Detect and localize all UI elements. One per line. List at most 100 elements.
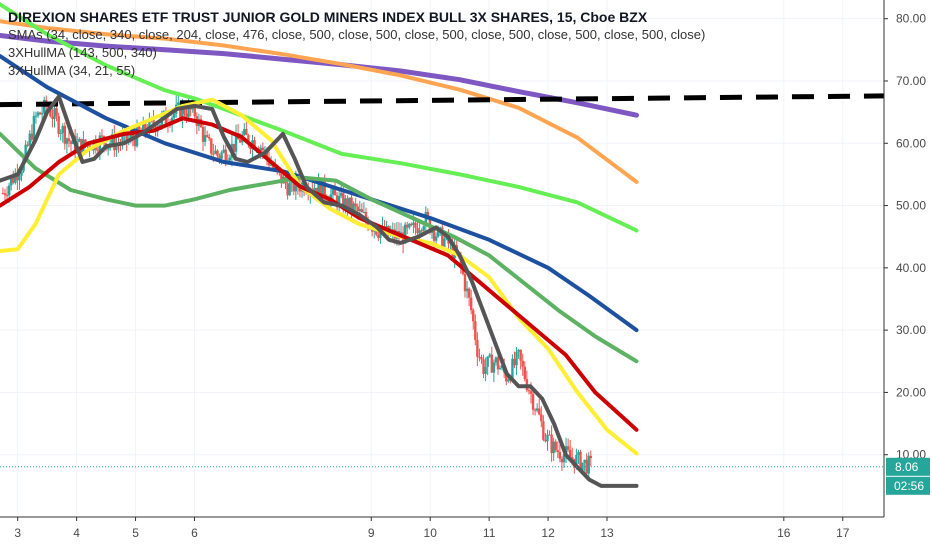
candle-body-40 — [84, 139, 87, 146]
candle-body-248 — [513, 358, 516, 366]
candle-body-205 — [424, 211, 427, 227]
candle-body-27 — [57, 115, 60, 134]
candle-body-126 — [261, 147, 265, 151]
candle-body-204 — [422, 226, 425, 231]
candle-body-212 — [439, 227, 442, 229]
candle-body-274 — [566, 446, 570, 450]
candle-body-98 — [203, 135, 207, 142]
candle-body-265 — [548, 434, 551, 436]
candle-body-0 — [1, 193, 5, 195]
candle-body-224 — [463, 273, 467, 292]
candle-body-169 — [350, 197, 353, 212]
candle-body-118 — [245, 129, 248, 136]
candle-body-175 — [362, 212, 366, 214]
candle-body-2 — [5, 195, 9, 197]
candle-body-279 — [577, 452, 580, 455]
candle-body-235 — [486, 356, 489, 367]
candle-body-9 — [20, 171, 23, 176]
candle-body-6 — [14, 173, 17, 183]
x-axis-ticks: 3 4 5 6 9 10 11 12 13 16 17 — [14, 517, 850, 540]
candle-body-161 — [333, 188, 337, 196]
candle-body-202 — [418, 230, 421, 234]
candle-body-258 — [533, 409, 537, 411]
candle-body-5 — [12, 177, 15, 183]
candle-body-250 — [517, 349, 520, 352]
candle-body-268 — [554, 441, 557, 451]
legend-row-smas: SMAs (34, close, 340, close, 204, close,… — [8, 27, 706, 42]
candle-body-164 — [340, 192, 343, 196]
x-tick-label-3: 6 — [191, 526, 198, 540]
candle-body-231 — [478, 356, 481, 358]
candle-body-31 — [65, 138, 69, 144]
candle-body-152 — [315, 187, 318, 194]
candle-body-7 — [16, 173, 19, 181]
indicator-lines — [0, 2, 885, 488]
candle-body-261 — [540, 414, 543, 422]
candle-body-247 — [511, 358, 514, 381]
candle-body-107 — [222, 149, 225, 153]
candle-body-272 — [562, 454, 566, 463]
candle-body-93 — [193, 102, 196, 117]
candle-body-162 — [335, 195, 339, 208]
candle-body-46 — [96, 149, 100, 151]
x-tick-label-10: 17 — [836, 526, 850, 540]
candle-body-4 — [9, 177, 13, 186]
candle-body-249 — [515, 351, 518, 366]
candle-body-234 — [484, 366, 487, 374]
candle-body-16 — [34, 115, 38, 117]
candle-body-197 — [408, 223, 411, 228]
candle-body-60 — [125, 131, 128, 142]
candle-body-87 — [181, 104, 184, 119]
candle-body-237 — [490, 354, 493, 373]
candle-body-256 — [529, 391, 533, 394]
candle-body-117 — [243, 129, 246, 135]
candle-body-160 — [331, 188, 335, 195]
x-tick-label-7: 12 — [541, 526, 555, 540]
candle-body-103 — [214, 150, 217, 154]
candle-body-25 — [53, 108, 56, 119]
candle-body-266 — [550, 434, 553, 454]
series-line-0 — [0, 33, 639, 118]
candle-body-239 — [494, 357, 498, 363]
axes — [0, 0, 885, 518]
candle-body-37 — [78, 138, 81, 142]
legend-row-hull-1: 3XHullMA (143, 500, 340) — [8, 45, 157, 60]
candle-body-73 — [152, 118, 155, 127]
candle-body-172 — [356, 206, 359, 212]
candle-body-225 — [465, 288, 469, 292]
y-tick-label-4: 40.00 — [896, 261, 926, 275]
candle-body-151 — [313, 187, 316, 191]
candle-body-154 — [319, 179, 322, 199]
candle-body-122 — [253, 140, 256, 150]
candle-body-115 — [238, 139, 242, 143]
candle-body-89 — [185, 113, 188, 117]
candle-body-280 — [579, 452, 582, 471]
candle-body-101 — [210, 138, 213, 154]
candle-body-14 — [30, 133, 34, 140]
y-tick-label-3: 50.00 — [896, 199, 926, 213]
candle-body-259 — [535, 408, 539, 411]
candle-body-199 — [412, 222, 415, 226]
candle-body-251 — [519, 349, 522, 361]
candle-body-105 — [218, 155, 221, 159]
candle-body-283 — [585, 459, 588, 474]
candle-body-171 — [354, 203, 357, 207]
candle-body-255 — [527, 390, 531, 392]
candle-body-284 — [587, 455, 590, 474]
countdown-badge: 02:56 — [886, 476, 930, 495]
candle-body-163 — [337, 195, 341, 208]
candle-body-12 — [26, 144, 29, 146]
candle-body-275 — [568, 449, 572, 457]
candle-body-11 — [24, 144, 27, 159]
series-line-8 — [0, 94, 639, 488]
candle-body-245 — [507, 379, 510, 382]
candle-body-58 — [121, 135, 124, 145]
candle-body-97 — [201, 127, 205, 142]
candle-body-26 — [55, 108, 58, 116]
candle-body-8 — [18, 175, 21, 181]
candle-body-113 — [234, 133, 238, 152]
candle-body-257 — [531, 393, 535, 410]
candle-body-282 — [583, 459, 586, 463]
candle-body-244 — [505, 372, 508, 382]
